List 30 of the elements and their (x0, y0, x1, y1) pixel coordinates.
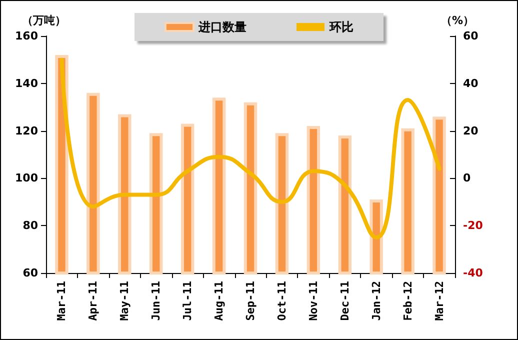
legend-label: 环比 (328, 20, 354, 34)
x-tick-label: Mar-11 (55, 280, 68, 321)
y2-tick-label: 20 (463, 124, 479, 138)
y2-tick-label: 0 (463, 172, 471, 185)
x-tick-label: Jul-11 (181, 280, 194, 321)
x-tick-label: Jan-12 (370, 281, 383, 321)
y2-axis-title: （%） (441, 14, 474, 27)
y2-tick-label: -20 (463, 219, 484, 232)
y-tick-label: 80 (22, 219, 38, 232)
x-tick-label: May-11 (118, 280, 132, 321)
y-tick-label: 100 (15, 172, 38, 185)
x-tick-label: Jun-11 (150, 280, 163, 321)
y2-tick-label: 40 (463, 76, 479, 90)
y-tick-label: 60 (22, 266, 38, 280)
x-tick-label: Nov-11 (306, 280, 320, 321)
y-tick-label: 140 (15, 76, 38, 90)
x-tick-label: Dec-11 (338, 280, 352, 321)
legend-label: 进口数量 (198, 20, 246, 34)
x-tick-label: Oct-11 (275, 280, 288, 321)
x-tick-label: Aug-11 (212, 280, 226, 321)
y-tick-label: 120 (15, 124, 38, 138)
y2-tick-label: -40 (463, 266, 484, 280)
y-axis-title: （万吨） (22, 14, 66, 27)
y2-tick-label: 60 (463, 30, 479, 42)
x-tick-label: Apr-11 (86, 280, 100, 321)
x-tick-label: Mar-12 (432, 281, 446, 321)
x-tick-label: Feb-12 (401, 281, 414, 321)
line-series (60, 58, 442, 240)
y-tick-label: 160 (15, 30, 38, 42)
x-tick-label: Sep-11 (244, 280, 257, 321)
